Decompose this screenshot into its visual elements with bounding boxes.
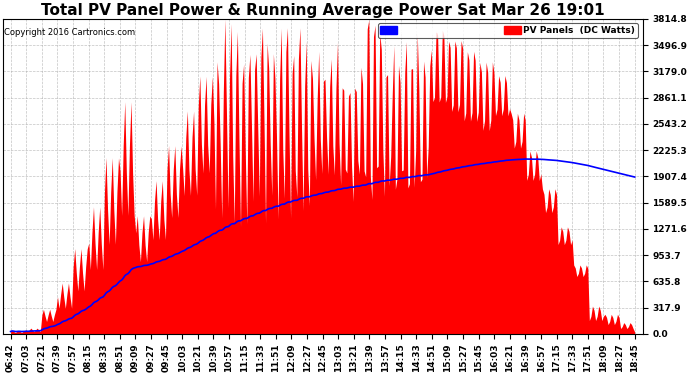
Legend: Average  (DC Watts), PV Panels  (DC Watts): Average (DC Watts), PV Panels (DC Watts) [377, 24, 638, 38]
Text: Copyright 2016 Cartronics.com: Copyright 2016 Cartronics.com [4, 28, 135, 38]
Title: Total PV Panel Power & Running Average Power Sat Mar 26 19:01: Total PV Panel Power & Running Average P… [41, 3, 604, 18]
